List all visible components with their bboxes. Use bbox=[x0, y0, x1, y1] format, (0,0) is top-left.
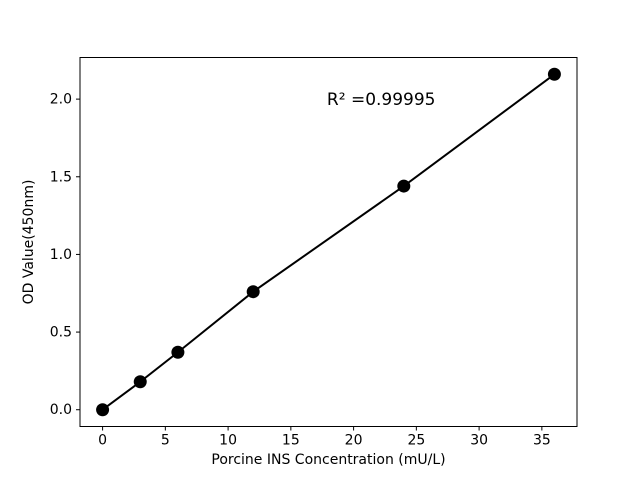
y-tick-label: 1.0 bbox=[50, 247, 72, 263]
x-tick-label: 20 bbox=[345, 433, 363, 449]
x-tick-label: 10 bbox=[219, 433, 237, 449]
x-tick-label: 35 bbox=[533, 433, 551, 449]
plot-area-spines bbox=[79, 57, 578, 427]
data-point-marker bbox=[96, 403, 110, 417]
data-point-marker bbox=[171, 345, 185, 359]
data-point-marker bbox=[547, 67, 561, 81]
data-point-marker bbox=[133, 375, 147, 389]
x-tick-label: 15 bbox=[282, 433, 300, 449]
data-point-marker bbox=[246, 285, 260, 299]
y-axis-label: OD Value(450nm) bbox=[21, 180, 37, 305]
x-tick-label: 5 bbox=[161, 433, 170, 449]
y-tick-label: 0.0 bbox=[50, 402, 72, 418]
data-point-marker bbox=[397, 179, 411, 193]
x-tick-label: 25 bbox=[407, 433, 425, 449]
y-tick-label: 0.5 bbox=[50, 325, 72, 341]
y-tick-label: 1.5 bbox=[50, 169, 72, 185]
r-squared-annotation: R² =0.99995 bbox=[327, 90, 436, 110]
x-tick-label: 0 bbox=[98, 433, 107, 449]
y-tick-label: 2.0 bbox=[50, 92, 72, 108]
series-line bbox=[101, 73, 556, 411]
x-axis-label: Porcine INS Concentration (mU/L) bbox=[211, 452, 445, 468]
x-tick-label: 30 bbox=[470, 433, 488, 449]
